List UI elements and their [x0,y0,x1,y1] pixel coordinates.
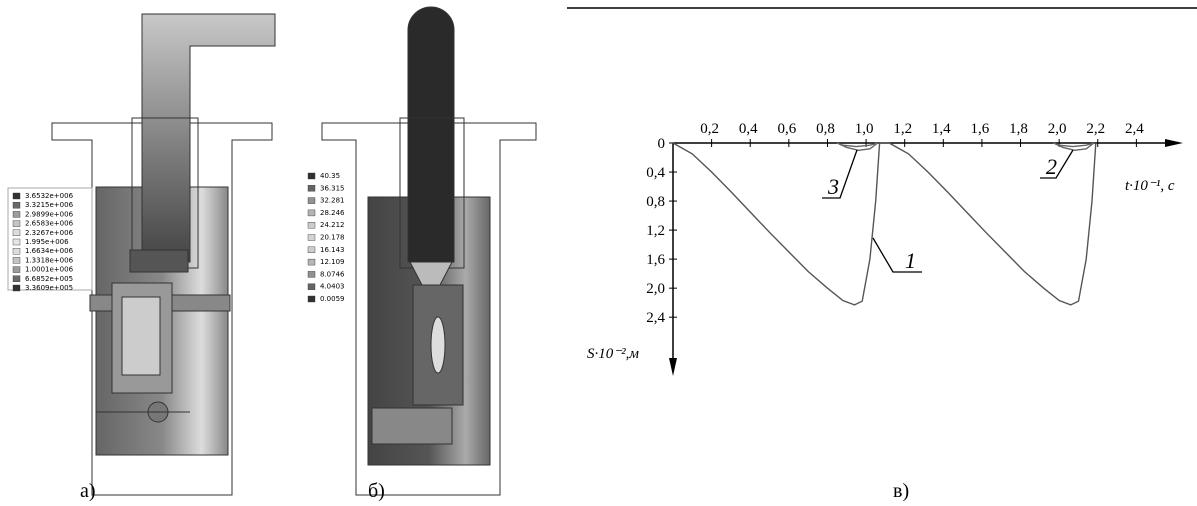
x-tick-label: 2,0 [1048,121,1067,137]
legend-swatch [12,238,21,246]
legend-swatch [307,271,316,278]
legend-swatch [307,197,316,204]
x-tick-label: 2,4 [1125,121,1144,137]
x-tick-label: 0,8 [816,121,835,137]
legend-label: 3.3215e+006 [25,201,74,209]
x-axis-arrow [1165,139,1183,147]
chart: 0,2 0,4 0,6 0,8 1,0 1,2 1,4 1,6 1,8 2,0 2,2 2,4 0 0,4… [587,121,1183,376]
leader-line [822,149,858,199]
curve-label: 3 [827,174,839,199]
legend-frame [7,187,93,291]
y-tick-label: 0 [658,136,666,152]
legend-label: 2.9899e+006 [25,210,74,218]
series-line [672,142,1097,306]
legend-swatch [307,172,316,180]
x-tick-label: 1,2 [893,121,912,137]
y-tick-label: 2,0 [646,281,665,297]
legend-swatch [12,211,21,218]
legend-swatch [12,266,21,273]
curve-label: 2 [1046,154,1057,179]
legend-label: 3.6532e+006 [25,192,74,200]
y-axis-arrow [669,358,677,376]
legend-swatch [307,221,316,229]
leader-line [872,237,922,273]
leader-line [1040,149,1074,179]
legend-label: 1.995e+006 [25,238,69,246]
legend-swatch [307,258,316,266]
legend-swatch [307,234,316,241]
legend-label: 3.3609e+005 [25,284,73,292]
x-tick-label: 2,2 [1086,121,1105,137]
legend-swatch [12,229,21,237]
legend-label: 6.6852e+005 [25,275,73,283]
simulation-a [51,13,276,496]
x-tick-label: 0,4 [739,121,758,137]
legend-swatch [12,275,21,282]
caption-a: а) [80,480,96,502]
legend-swatch [12,201,21,209]
simulation-b [321,6,537,496]
legend-label: 16.143 [320,246,345,254]
legend-swatch [12,220,21,227]
legend-swatch [307,295,316,303]
legend-label: 28.246 [320,209,345,217]
legend-swatch [12,192,21,200]
legend-swatch [307,283,316,290]
legend-swatch [12,247,21,255]
legend-swatch [307,209,316,217]
legend-label: 20.178 [320,234,345,242]
x-tick-label: 0,6 [777,121,796,137]
legend-label: 40.35 [320,172,340,180]
legend-label: 1.0001e+006 [25,266,74,274]
x-axis-label: t·10⁻¹, с [1125,178,1175,194]
legend-label: 12.109 [320,258,345,266]
x-tick-label: 1,6 [971,121,990,137]
series-line [1053,142,1095,152]
x-tick-label: 0,2 [700,121,719,137]
y-tick-label: 2,4 [646,310,665,326]
caption-c: в) [893,480,909,502]
legend-b: 40.35 36.315 32.281 28.246 24.212 20.178 16.14… [307,172,345,303]
y-tick-label: 1,2 [646,223,665,239]
legend-label: 32.281 [320,197,345,205]
x-tick-label: 1,8 [1009,121,1028,137]
legend-label: 2.3267e+006 [25,229,74,237]
caption-b: б) [368,480,385,502]
legend-label: 24.212 [320,221,345,229]
legend-label: 36.315 [320,184,345,192]
y-axis-label: S·10⁻²,м [587,346,639,362]
x-tick-label: 1,0 [855,121,874,137]
legend-label: 2.6583e+006 [25,220,74,228]
legend-swatch [12,284,21,292]
legend-label: 1.6634e+006 [25,247,74,255]
legend-label: 0.0059 [320,295,345,303]
legend-label: 1.3318e+006 [25,256,74,264]
curve-label: 1 [905,248,916,273]
y-tick-label: 0,4 [646,165,665,181]
legend-swatch [12,257,21,264]
legend-swatch [307,246,316,254]
x-tick-label: 1,4 [932,121,951,137]
y-tick-label: 1,6 [646,252,665,268]
legend-label: 4.0403 [320,283,345,291]
series-line [836,142,879,152]
legend-swatch [307,185,316,192]
y-tick-label: 0,8 [646,194,665,210]
legend-label: 8.0746 [320,270,345,278]
